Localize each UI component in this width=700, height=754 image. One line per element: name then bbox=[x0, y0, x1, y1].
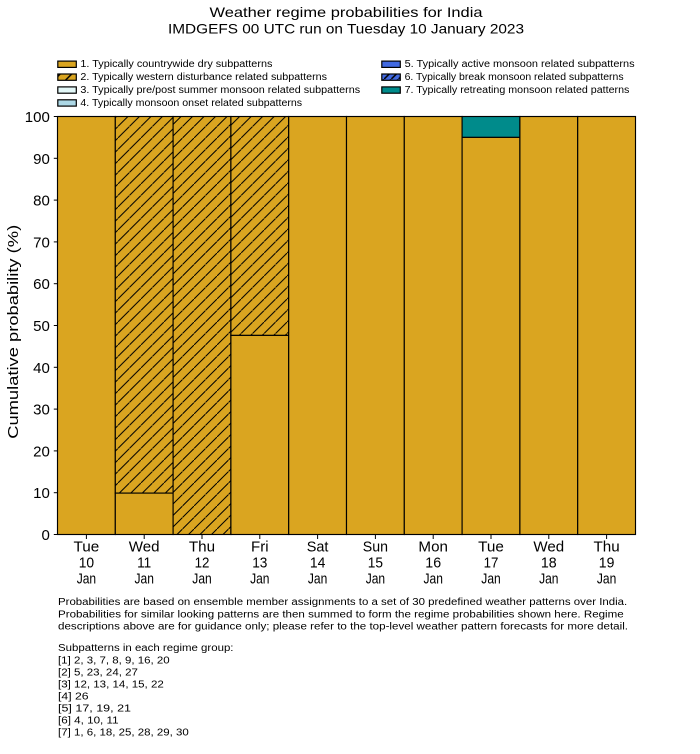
svg-text:[6] 4, 10, 11: [6] 4, 10, 11 bbox=[58, 716, 119, 727]
svg-text:Weather regime probabilities f: Weather regime probabilities for India bbox=[210, 4, 483, 20]
svg-text:19: 19 bbox=[599, 555, 615, 572]
svg-text:2. Typically western disturban: 2. Typically western disturbance related… bbox=[80, 72, 327, 83]
svg-text:Jan: Jan bbox=[77, 570, 96, 587]
svg-text:3. Typically pre/post summer m: 3. Typically pre/post summer monsoon rel… bbox=[80, 85, 360, 96]
svg-text:Jan: Jan bbox=[308, 570, 327, 587]
svg-text:12: 12 bbox=[195, 555, 210, 572]
svg-text:90: 90 bbox=[33, 151, 50, 168]
svg-text:Wed: Wed bbox=[533, 539, 564, 556]
svg-text:18: 18 bbox=[541, 555, 557, 572]
svg-text:4. Typically monsoon onset rel: 4. Typically monsoon onset related subpa… bbox=[80, 98, 302, 109]
svg-text:30: 30 bbox=[33, 402, 50, 419]
svg-text:14: 14 bbox=[310, 555, 326, 572]
svg-text:[3] 12, 13, 14, 15, 22: [3] 12, 13, 14, 15, 22 bbox=[58, 679, 164, 690]
svg-text:Tue: Tue bbox=[74, 539, 100, 556]
svg-text:[5] 17, 19, 21: [5] 17, 19, 21 bbox=[58, 704, 132, 715]
svg-text:Probabilities for similar look: Probabilities for similar looking patter… bbox=[58, 610, 624, 621]
svg-text:10: 10 bbox=[33, 485, 50, 502]
svg-text:Jan: Jan bbox=[250, 570, 269, 587]
svg-text:80: 80 bbox=[33, 193, 50, 210]
svg-text:20: 20 bbox=[33, 443, 50, 460]
svg-text:5. Typically active monsoon re: 5. Typically active monsoon related subp… bbox=[405, 59, 635, 70]
svg-text:60: 60 bbox=[33, 276, 50, 293]
svg-text:Jan: Jan bbox=[597, 570, 616, 587]
svg-text:Thu: Thu bbox=[594, 539, 620, 556]
svg-text:17: 17 bbox=[484, 555, 499, 572]
svg-text:Mon: Mon bbox=[418, 539, 448, 556]
svg-text:Jan: Jan bbox=[539, 570, 558, 587]
svg-text:[1] 2, 3, 7, 8, 9, 16, 20: [1] 2, 3, 7, 8, 9, 16, 20 bbox=[58, 655, 170, 666]
svg-text:15: 15 bbox=[368, 555, 383, 572]
svg-text:50: 50 bbox=[33, 318, 50, 335]
svg-text:40: 40 bbox=[33, 360, 50, 377]
svg-text:[4] 26: [4] 26 bbox=[58, 691, 89, 702]
svg-text:Jan: Jan bbox=[135, 570, 154, 587]
svg-text:6. Typically break monsoon rel: 6. Typically break monsoon related subpa… bbox=[405, 72, 624, 83]
svg-text:Probabilities are based on ens: Probabilities are based on ensemble memb… bbox=[58, 597, 627, 608]
svg-text:1. Typically countrywide dry s: 1. Typically countrywide dry subpatterns bbox=[80, 59, 272, 70]
svg-text:Thu: Thu bbox=[189, 539, 215, 556]
svg-text:70: 70 bbox=[33, 234, 50, 251]
svg-text:Sun: Sun bbox=[363, 539, 388, 556]
svg-text:IMDGEFS 00 UTC run on Tuesday: IMDGEFS 00 UTC run on Tuesday 10 January… bbox=[168, 21, 524, 37]
svg-text:10: 10 bbox=[79, 555, 94, 572]
svg-text:Subpatterns in each regime gro: Subpatterns in each regime group: bbox=[58, 643, 234, 654]
svg-text:descriptions above are for gui: descriptions above are for guidance only… bbox=[58, 622, 628, 633]
svg-text:Fri: Fri bbox=[251, 539, 269, 556]
svg-text:Sat: Sat bbox=[307, 539, 330, 556]
svg-text:Jan: Jan bbox=[366, 570, 385, 587]
svg-text:Wed: Wed bbox=[129, 539, 160, 556]
svg-text:Cumulative probability (%): Cumulative probability (%) bbox=[5, 225, 22, 439]
svg-text:7. Typically retreating monsoo: 7. Typically retreating monsoon related … bbox=[405, 85, 630, 96]
svg-text:16: 16 bbox=[425, 555, 441, 572]
svg-text:Jan: Jan bbox=[192, 570, 211, 587]
svg-text:0: 0 bbox=[41, 527, 49, 544]
svg-text:[7] 1, 6, 18, 25, 28, 29, 30: [7] 1, 6, 18, 25, 28, 29, 30 bbox=[58, 728, 189, 739]
svg-text:11: 11 bbox=[137, 555, 151, 572]
svg-text:100: 100 bbox=[25, 109, 50, 126]
svg-text:Tue: Tue bbox=[478, 539, 504, 556]
svg-text:Jan: Jan bbox=[424, 570, 443, 587]
svg-text:[2] 5, 23, 24, 27: [2] 5, 23, 24, 27 bbox=[58, 667, 138, 678]
svg-text:Jan: Jan bbox=[481, 570, 500, 587]
svg-text:13: 13 bbox=[252, 555, 267, 572]
